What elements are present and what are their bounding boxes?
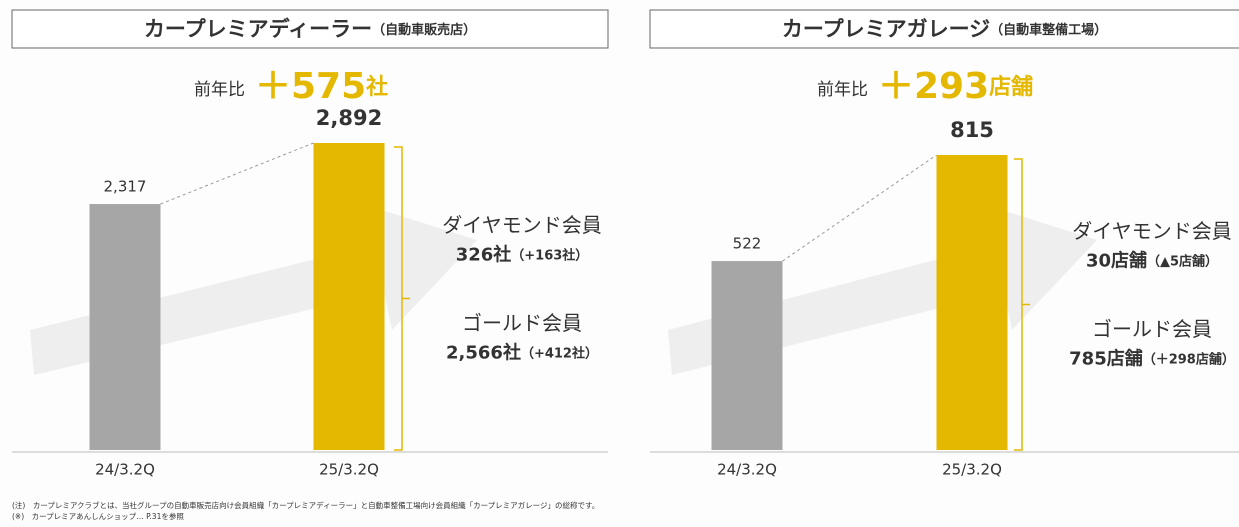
count: 785店舗 [1069, 348, 1143, 370]
value-label: 2,317 [104, 178, 147, 196]
count: 2,566社 [446, 342, 521, 364]
change: （▲5店舗） [1147, 253, 1218, 269]
group-count: 2,566社（+412社） [446, 342, 598, 364]
count: 326社 [456, 244, 512, 266]
bar [711, 261, 783, 450]
yoy: ＋575社 [255, 66, 388, 107]
subtitle: （自動車販売店） [372, 22, 476, 38]
yoy-label: 前年比 [194, 80, 245, 100]
change: （+412社） [521, 345, 598, 361]
group-name: ゴールド会員 [1092, 317, 1212, 341]
group-name: ダイヤモンド会員 [1072, 219, 1231, 243]
yoy-unit: 社 [366, 74, 388, 100]
title: カープレミアディーラー [144, 17, 372, 41]
value-label: 2,892 [316, 106, 382, 130]
yoy-value: ＋575 [255, 66, 366, 107]
group-count: 30店舗（▲5店舗） [1086, 250, 1218, 272]
group-count: 326社（+163社） [456, 244, 589, 266]
chart-title: カープレミアディーラー（自動車販売店） [144, 17, 476, 41]
bar [313, 143, 385, 450]
title-box [649, 9, 1239, 49]
bracket [1014, 158, 1030, 451]
x-tick-label: 24/3.2Q [717, 461, 777, 479]
group-count: 785店舗（＋298店舗） [1069, 348, 1235, 370]
group-name: ゴールド会員 [462, 311, 582, 335]
x-tick-label: 24/3.2Q [95, 461, 155, 479]
yoy-value: ＋293 [878, 66, 989, 107]
change: （＋298店舗） [1143, 351, 1235, 367]
yoy-label: 前年比 [817, 80, 868, 100]
change: （+163社） [511, 247, 588, 263]
x-tick-label: 25/3.2Q [319, 461, 379, 479]
yoy: ＋293店舗 [878, 66, 1033, 107]
title: カープレミアガレージ [782, 17, 990, 41]
note: (※) カープレミアあんしんショップ… P.31を参照 [12, 511, 184, 521]
bar [89, 204, 161, 450]
yoy-unit: 店舗 [989, 74, 1033, 100]
note: (注) カープレミアクラブとは、当社グループの自動車販売店向け会員組織「カープレ… [12, 500, 599, 510]
bracket [394, 146, 410, 451]
value-label: 522 [733, 235, 762, 253]
title-box [11, 9, 609, 49]
value-label: 815 [950, 118, 994, 142]
subtitle: （自動車整備工場） [990, 22, 1107, 38]
chart-title: カープレミアガレージ（自動車整備工場） [782, 17, 1107, 41]
x-tick-label: 25/3.2Q [942, 461, 1002, 479]
group-name: ダイヤモンド会員 [442, 213, 601, 237]
count: 30店舗 [1086, 250, 1147, 272]
connector [782, 154, 937, 262]
bar [936, 155, 1008, 450]
